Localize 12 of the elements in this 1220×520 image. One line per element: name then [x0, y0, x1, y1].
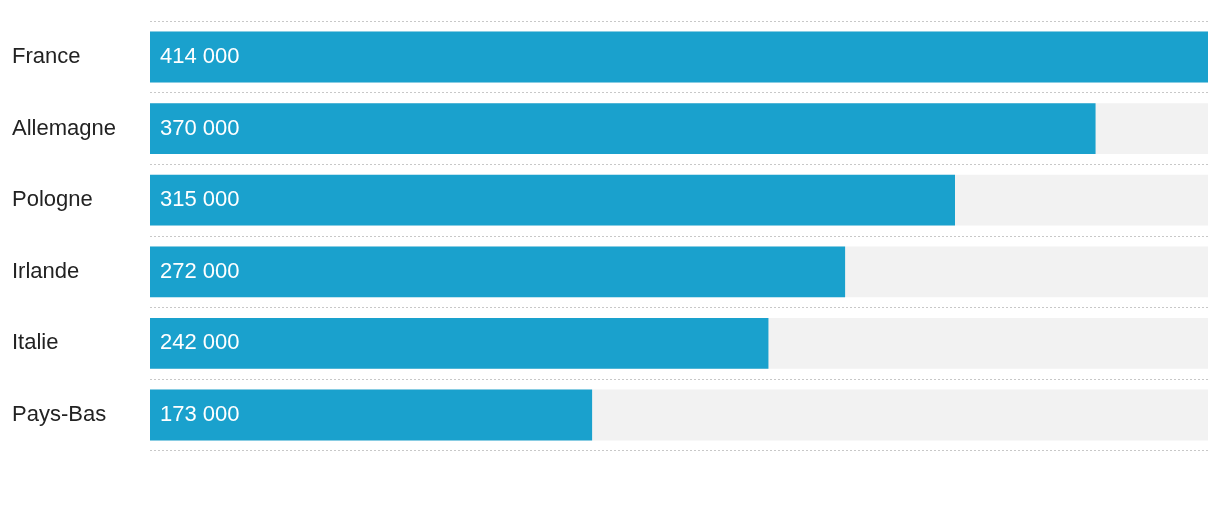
y-tick-label: Allemagne: [12, 114, 116, 140]
y-tick-label: Pologne: [12, 186, 93, 212]
y-tick-label: France: [12, 43, 81, 69]
data-label: 173 000: [160, 401, 240, 427]
data-label: 370 000: [160, 114, 240, 140]
data-label: 272 000: [160, 257, 240, 283]
data-label: 414 000: [160, 43, 240, 69]
y-tick-label: Irlande: [12, 257, 80, 283]
data-label: 315 000: [160, 186, 240, 212]
data-label: 242 000: [160, 329, 240, 355]
y-tick-label: Pays-Bas: [12, 401, 107, 427]
y-tick-label: Italie: [12, 329, 59, 355]
